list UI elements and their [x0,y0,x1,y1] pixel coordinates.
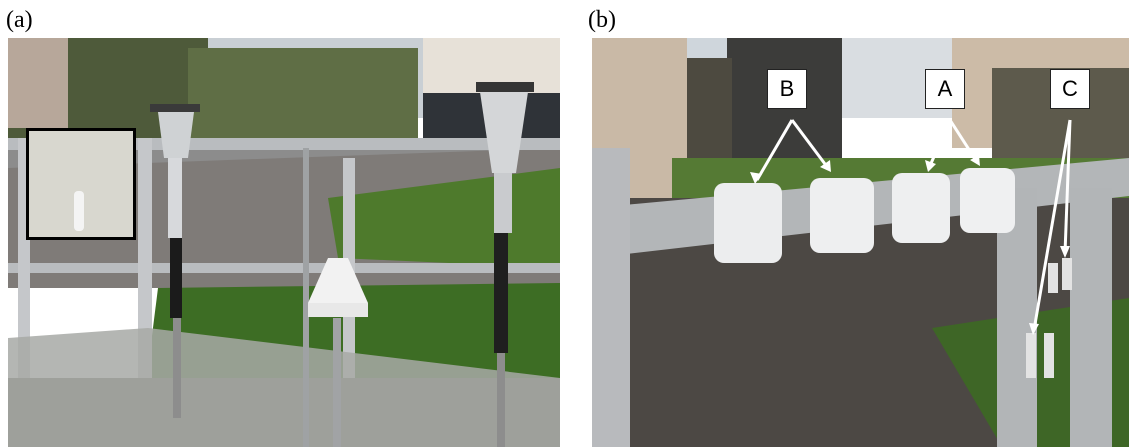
inset-zoom-box [26,128,136,240]
panel-a-photo [8,38,560,447]
panel-a-label: (a) [6,7,33,33]
callout-c: C [1050,69,1090,109]
panel-b-photo: B A C [592,38,1129,447]
callout-b: B [767,69,807,109]
panel-b-label: (b) [588,7,616,33]
callout-a: A [925,69,965,109]
